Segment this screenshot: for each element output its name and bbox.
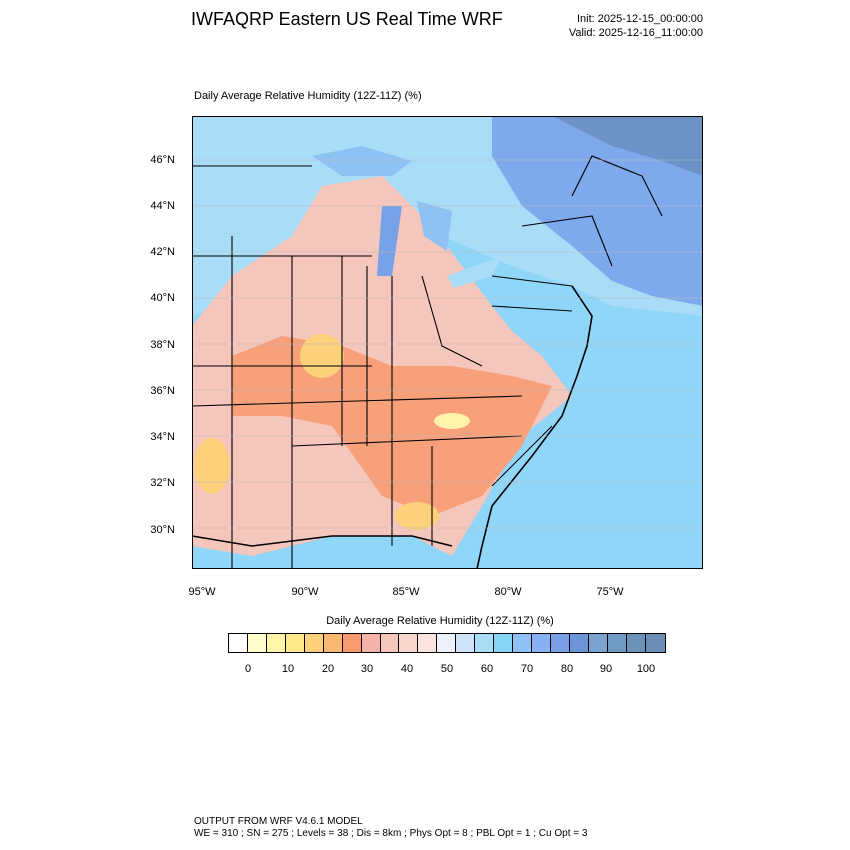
colorbar-swatch xyxy=(342,634,362,652)
colorbar-tick-10: 10 xyxy=(281,663,295,675)
saturated-region-canada xyxy=(552,116,703,176)
lon-label-85: 85°W xyxy=(392,586,420,598)
lat-label-30: 30°N xyxy=(150,524,175,536)
lon-label-95: 95°W xyxy=(188,586,216,598)
colorbar-tick-80: 80 xyxy=(560,663,574,675)
colorbar-swatch xyxy=(532,634,551,652)
colorbar-swatch xyxy=(569,634,589,652)
colorbar-swatch xyxy=(513,634,532,652)
colorbar-swatch xyxy=(229,634,248,652)
init-time: Init: 2025-12-15_00:00:00 xyxy=(577,13,703,25)
colorbar-swatch xyxy=(418,634,438,652)
lake-superior xyxy=(312,146,412,176)
colorbar-swatch xyxy=(323,634,343,652)
lake-erie xyxy=(447,256,502,288)
state-boundaries xyxy=(192,155,663,569)
colorbar-swatch xyxy=(304,634,324,652)
colorbar-tick-90: 90 xyxy=(599,663,613,675)
colorbar-tick-100: 100 xyxy=(636,663,656,675)
chart-title: IWFAQRP Eastern US Real Time WRF xyxy=(191,9,503,29)
colorbar-swatch xyxy=(607,634,627,652)
atlantic-coastline xyxy=(476,285,593,569)
model-info-line2: WE = 310 ; SN = 275 ; Levels = 38 ; Dis … xyxy=(194,828,588,839)
lat-label-38: 38°N xyxy=(150,339,175,351)
colorbar-swatch xyxy=(266,634,286,652)
colorbar-tick-50: 50 xyxy=(440,663,454,675)
lake-michigan xyxy=(377,206,402,276)
lat-label-40: 40°N xyxy=(150,292,175,304)
lat-label-44: 44°N xyxy=(150,200,175,212)
colorbar-swatch xyxy=(456,634,476,652)
colorbar-swatch xyxy=(550,634,570,652)
colorbar-swatch xyxy=(437,634,457,652)
colorbar-tick-30: 30 xyxy=(360,663,374,675)
lon-label-80: 80°W xyxy=(494,586,522,598)
colorbar-tick-0: 0 xyxy=(244,663,252,675)
colorbar-swatch xyxy=(645,634,665,652)
valid-time: Valid: 2025-12-16_11:00:00 xyxy=(568,27,703,39)
map-frame xyxy=(192,116,703,569)
colorbar-swatch xyxy=(380,634,400,652)
relative-humidity-map xyxy=(192,116,703,569)
lat-label-36: 36°N xyxy=(150,385,175,397)
lat-label-42: 42°N xyxy=(150,246,175,258)
colorbar-swatch xyxy=(361,634,381,652)
driest-area-missouri xyxy=(300,334,344,378)
colorbar xyxy=(228,633,666,653)
graticule xyxy=(192,159,703,529)
lat-label-32: 32°N xyxy=(150,477,175,489)
lat-label-34: 34°N xyxy=(150,431,175,443)
colorbar-tick-20: 20 xyxy=(321,663,335,675)
colorbar-tick-70: 70 xyxy=(520,663,534,675)
lake-ontario xyxy=(502,226,542,244)
driest-area-louisiana xyxy=(194,438,230,494)
colorbar-swatch xyxy=(399,634,419,652)
colorbar-tick-40: 40 xyxy=(400,663,414,675)
lat-label-46: 46°N xyxy=(150,154,175,166)
colorbar-swatch xyxy=(494,634,514,652)
model-info-line1: OUTPUT FROM WRF V4.6.1 MODEL xyxy=(194,816,363,827)
colorbar-swatch xyxy=(588,634,608,652)
lake-huron xyxy=(417,201,452,251)
very-humid-region-northeast xyxy=(492,116,703,306)
colorbar-title: Daily Average Relative Humidity (12Z-11Z… xyxy=(326,615,554,627)
plot-title: Daily Average Relative Humidity (12Z-11Z… xyxy=(194,90,422,102)
driest-area-georgia xyxy=(395,502,439,530)
colorbar-swatch xyxy=(285,634,305,652)
colorbar-swatch xyxy=(247,634,267,652)
lon-label-75: 75°W xyxy=(596,586,624,598)
driest-area-appalachian xyxy=(434,413,470,429)
lon-label-90: 90°W xyxy=(291,586,319,598)
colorbar-swatch xyxy=(475,634,495,652)
colorbar-swatch xyxy=(626,634,646,652)
colorbar-tick-60: 60 xyxy=(480,663,494,675)
